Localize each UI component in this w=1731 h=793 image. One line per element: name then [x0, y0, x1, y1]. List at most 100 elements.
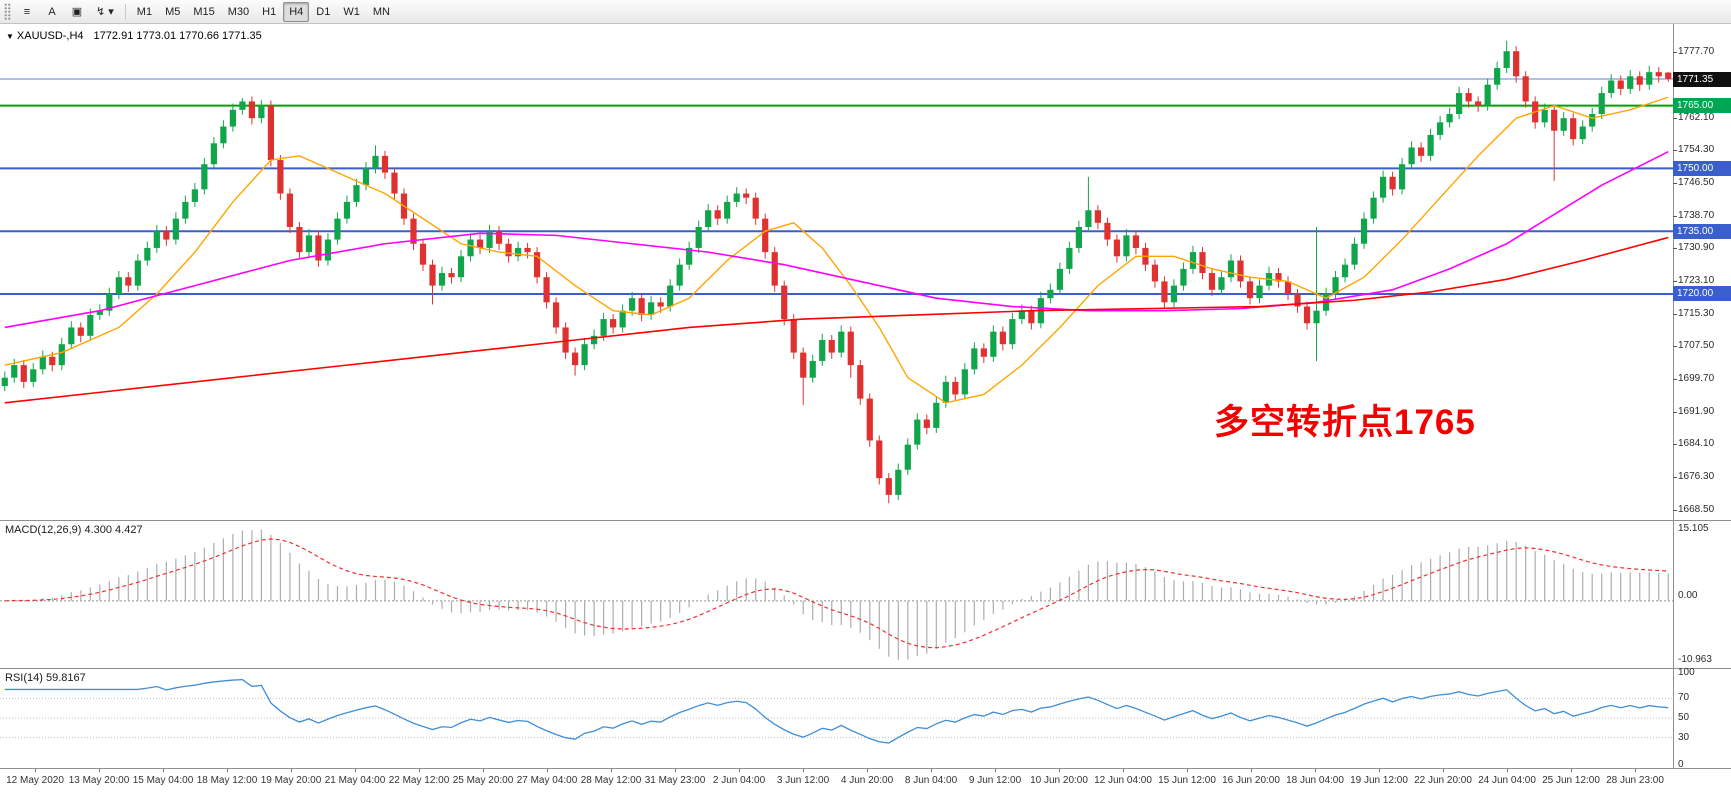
time-axis-label: 28 May 12:00: [580, 775, 642, 786]
time-axis-tick: [1379, 769, 1380, 772]
time-axis-tick: [1635, 769, 1636, 772]
objects-tool-button[interactable]: ▣: [71, 6, 83, 18]
panel-divider[interactable]: [0, 668, 1731, 669]
rsi-axis-label: 0: [1678, 759, 1684, 770]
time-axis-tick: [739, 769, 740, 772]
time-axis-label: 22 May 12:00: [388, 775, 450, 786]
time-axis-label: 8 Jun 04:00: [904, 775, 958, 786]
time-axis-label: 16 Jun 20:00: [1222, 775, 1280, 786]
time-axis-tick: [355, 769, 356, 772]
time-axis-label: 27 May 04:00: [516, 775, 578, 786]
price-axis-tick: [1673, 346, 1677, 348]
annotation-text: 多空转折点1765: [1214, 403, 1476, 442]
time-axis-label: 25 May 20:00: [452, 775, 514, 786]
timeframe-m5-button[interactable]: M5: [165, 5, 181, 18]
time-axis-tick: [611, 769, 612, 772]
macd-axis-label: 15.105: [1678, 523, 1709, 534]
price-axis-tick: [1673, 313, 1677, 315]
toolbar: ≡ A ▣ ↯ ▾ M1 M5 M15 M30 H1 H4 D1 W1 MN: [0, 0, 1731, 24]
price-axis-tick: [1673, 444, 1677, 446]
price-axis-tick: [1673, 150, 1677, 152]
price-axis-label: 1684.10: [1678, 438, 1715, 450]
symbol-name: XAUUSD-,H4: [16, 30, 84, 42]
price-axis-tick: [1673, 378, 1677, 380]
toolbar-grip[interactable]: [4, 2, 11, 21]
timeframe-w1-button[interactable]: W1: [343, 5, 360, 18]
timeframe-m30-button[interactable]: M30: [227, 5, 250, 18]
time-axis-tick: [483, 769, 484, 772]
text-tool-button[interactable]: A: [48, 5, 56, 18]
price-axis-label: 1762.10: [1678, 111, 1715, 123]
panel-divider[interactable]: [0, 520, 1731, 521]
price-axis-tick: [1673, 215, 1677, 217]
macd-canvas[interactable]: [0, 521, 1673, 667]
time-axis-label: 21 May 04:00: [324, 775, 386, 786]
timeframe-h4-button[interactable]: H4: [283, 1, 310, 22]
symbol-info: ▼ XAUUSD-,H4 1772.91 1773.01 1770.66 1771.…: [6, 30, 262, 42]
time-axis-label: 24 Jun 04:00: [1478, 775, 1536, 786]
macd-axis-label: -10.963: [1678, 654, 1712, 665]
time-axis-label: 19 Jun 12:00: [1350, 775, 1408, 786]
price-axis-label: 1691.90: [1678, 405, 1715, 417]
timeframe-m1-button[interactable]: M1: [136, 5, 153, 18]
time-axis-tick: [1443, 769, 1444, 772]
time-axis-tick: [1187, 769, 1188, 772]
macd-indicator-label: MACD(12,26,9) 4.300 4.427: [5, 524, 143, 536]
time-axis-tick: [803, 769, 804, 772]
charts-list-button[interactable]: ≡: [23, 5, 31, 18]
price-axis-label: 1715.30: [1678, 307, 1715, 319]
price-axis-label: 1668.50: [1678, 503, 1715, 515]
price-axis-label: 1730.90: [1678, 242, 1715, 254]
time-axis-tick: [1507, 769, 1508, 772]
rsi-canvas[interactable]: [0, 669, 1673, 767]
time-axis-label: 31 May 23:00: [644, 775, 706, 786]
rsi-axis-label: 100: [1678, 667, 1695, 678]
price-axis-tick: [1673, 476, 1677, 478]
price-axis-label: 1707.50: [1678, 340, 1715, 352]
timeframe-h1-button[interactable]: H1: [262, 5, 277, 18]
price-axis-tick: [1673, 411, 1677, 413]
time-axis-tick: [35, 769, 36, 772]
time-axis-tick: [931, 769, 932, 772]
time-axis-tick: [1123, 769, 1124, 772]
time-axis-label: 10 Jun 20:00: [1030, 775, 1088, 786]
time-axis-label: 18 Jun 04:00: [1286, 775, 1344, 786]
time-axis-tick: [1251, 769, 1252, 772]
time-axis-tick: [99, 769, 100, 772]
time-axis-label: 15 May 04:00: [132, 775, 194, 786]
price-axis-label: 1777.70: [1678, 46, 1715, 58]
time-axis-label: 15 Jun 12:00: [1158, 775, 1216, 786]
price-axis-tick: [1673, 52, 1677, 54]
time-axis-label: 19 May 20:00: [260, 775, 322, 786]
time-axis-label: 25 Jun 12:00: [1542, 775, 1600, 786]
price-tag: 1765.00: [1673, 98, 1731, 114]
timeframe-d1-button[interactable]: D1: [316, 5, 331, 18]
time-axis-label: 12 Jun 04:00: [1094, 775, 1152, 786]
time-axis-label: 9 Jun 12:00: [968, 775, 1022, 786]
price-axis[interactable]: [1673, 24, 1731, 768]
time-axis-label: 3 Jun 12:00: [776, 775, 830, 786]
timeframe-m15-button[interactable]: M15: [193, 5, 215, 18]
price-tag: 1735.00: [1673, 223, 1731, 239]
rsi-axis-label: 70: [1678, 692, 1690, 704]
time-axis-tick: [419, 769, 420, 772]
price-axis-tick: [1673, 509, 1677, 511]
time-axis-label: 18 May 12:00: [196, 775, 258, 786]
price-chart-canvas[interactable]: [0, 24, 1673, 520]
time-axis-tick: [995, 769, 996, 772]
timeframe-mn-button[interactable]: MN: [372, 5, 390, 18]
toolbar-separator: [124, 3, 126, 20]
ohlc-values: 1772.91 1773.01 1770.66 1771.35: [93, 30, 262, 42]
price-tag: 1771.35: [1673, 71, 1731, 87]
price-axis-label: 1754.30: [1678, 144, 1715, 156]
symbol-dropdown-caret[interactable]: ▼: [6, 32, 14, 41]
price-tag: 1750.00: [1673, 160, 1731, 176]
time-axis-label: 28 Jun 23:00: [1606, 775, 1664, 786]
line-tools-button[interactable]: ↯ ▾: [96, 6, 114, 18]
time-axis-tick: [675, 769, 676, 772]
price-axis-tick: [1673, 280, 1677, 282]
price-axis-label: 1738.70: [1678, 209, 1715, 221]
time-axis-tick: [163, 769, 164, 772]
time-axis[interactable]: 12 May 2020 13 May 20:00 15 May 04:00 18 Ma…: [0, 768, 1731, 793]
